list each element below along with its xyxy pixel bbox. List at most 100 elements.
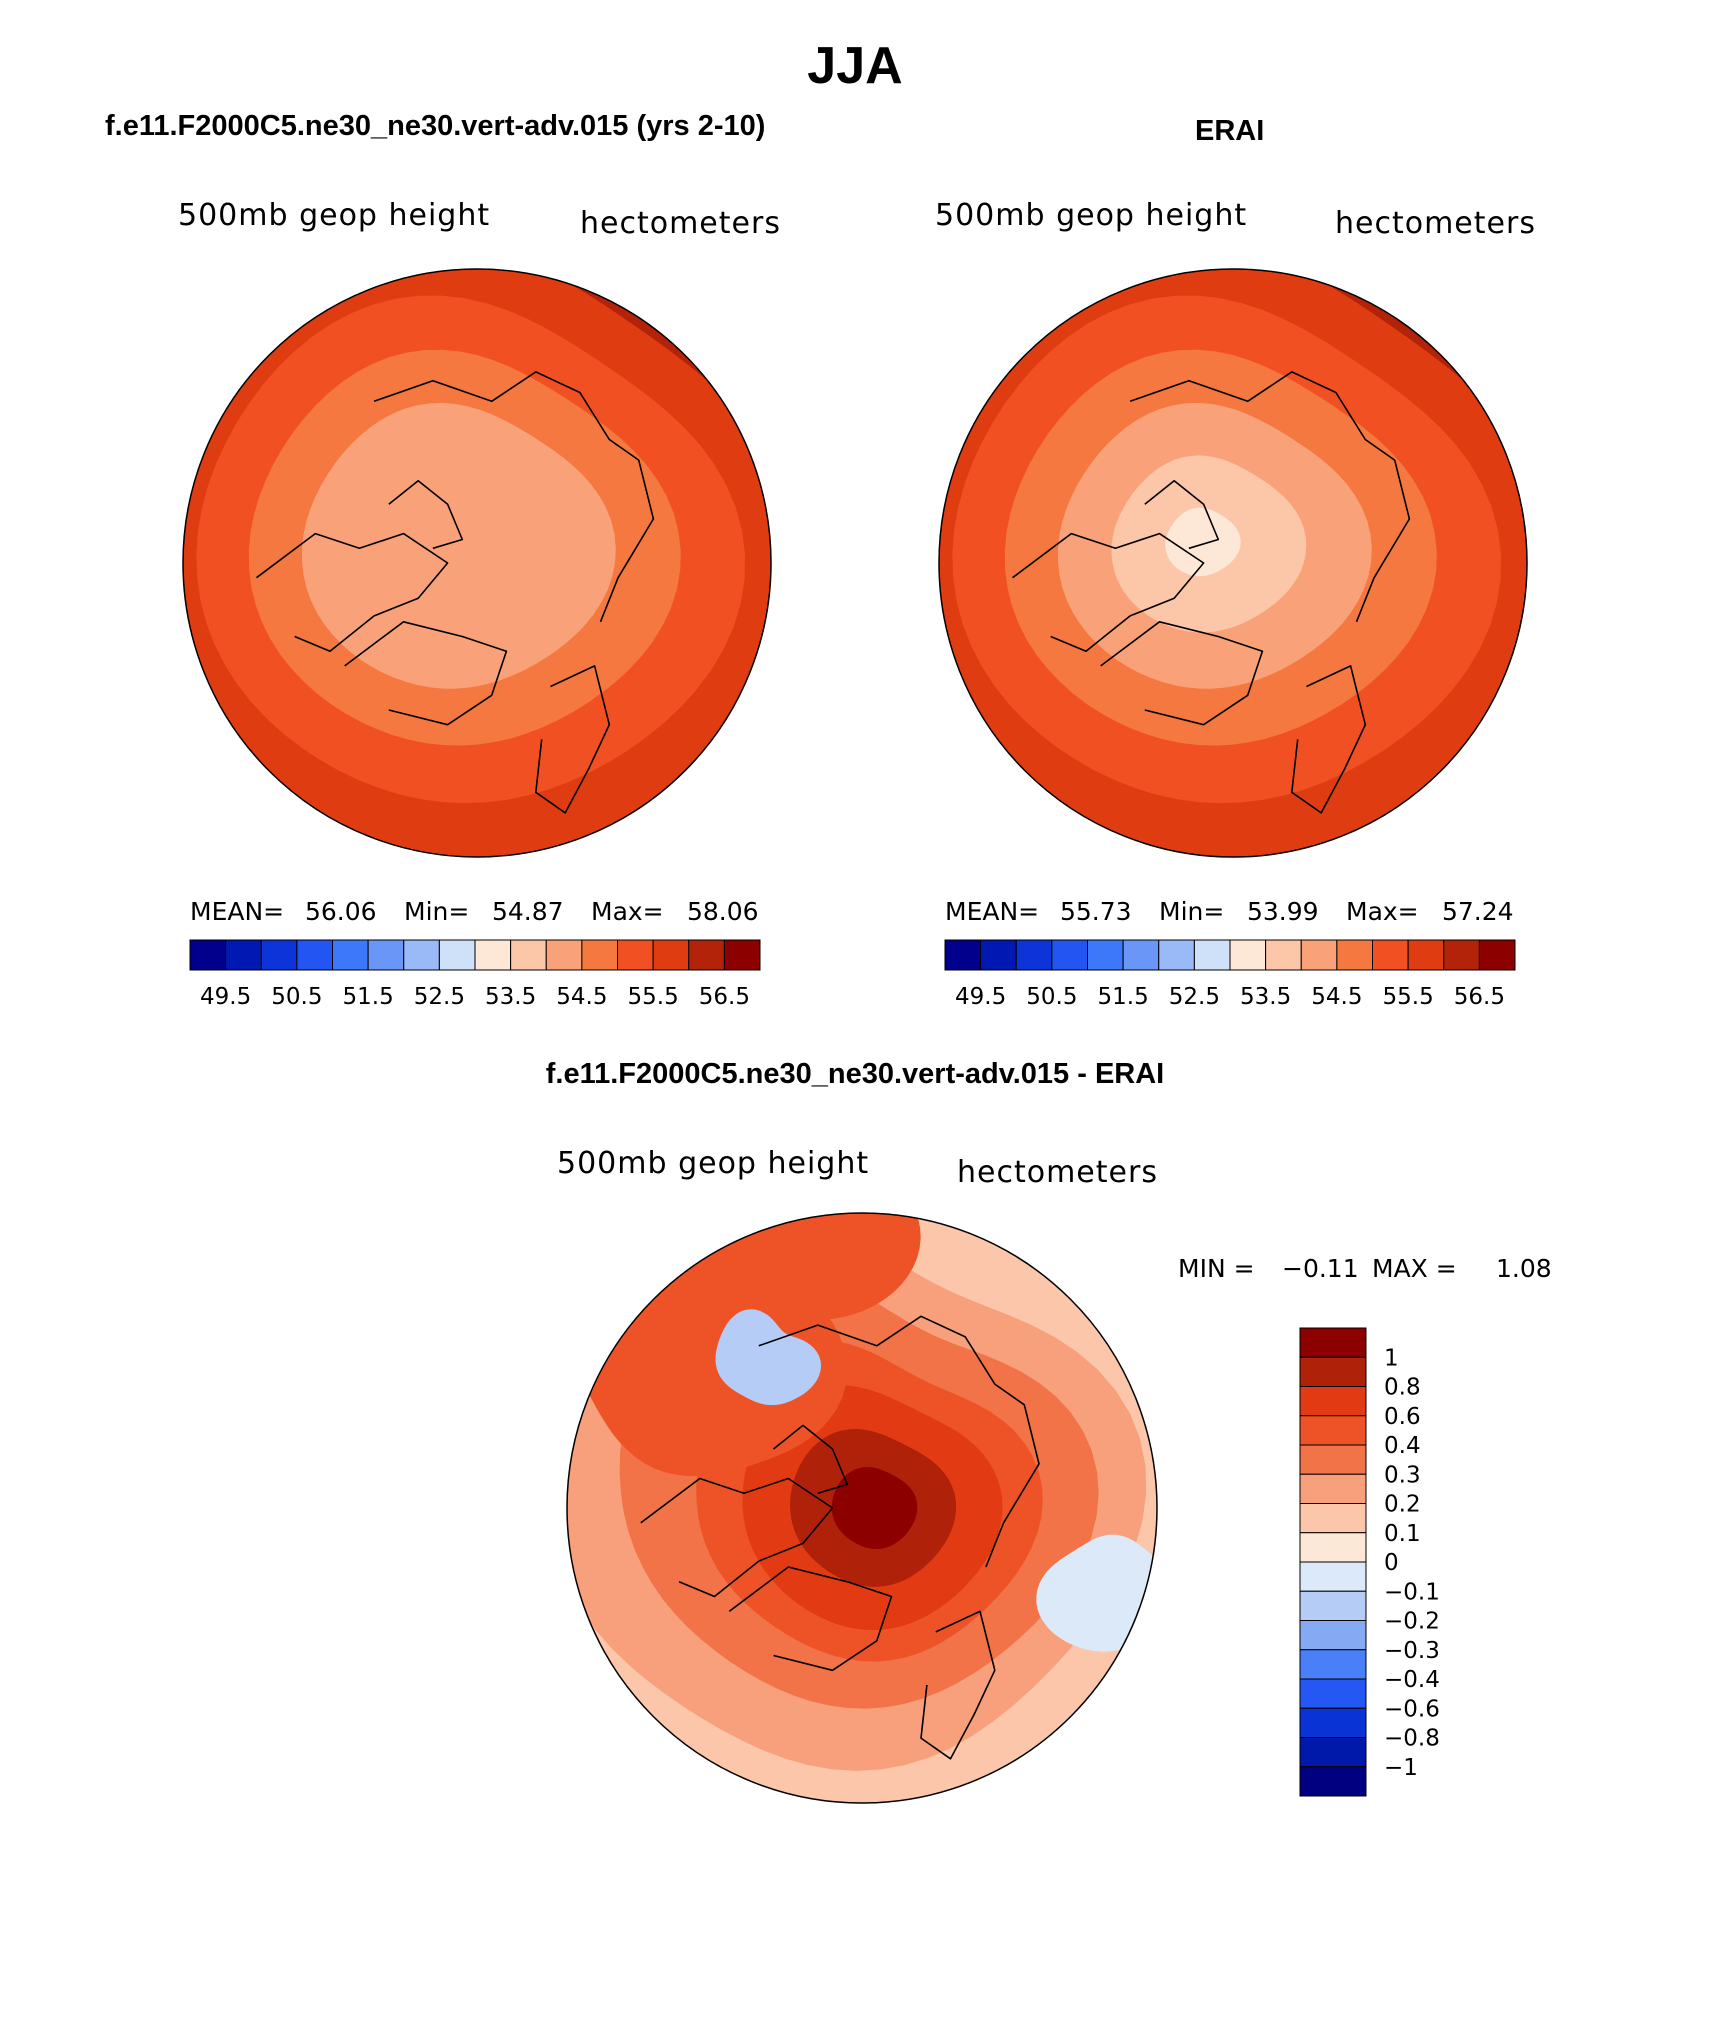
diff-cool-patch-1 [715, 1309, 822, 1406]
obs-colorbar-swatch-14 [1443, 939, 1480, 971]
obs-colorbar-swatch-13 [1407, 939, 1445, 971]
model-colorbar-tick-label-2: 51.5 [343, 984, 394, 1010]
diff-coastline-1 [640, 1477, 834, 1598]
obs-colorbar-swatch-10 [1300, 939, 1338, 971]
model-colorbar-swatch-4 [332, 939, 369, 971]
diff-colorbar-tick-label-3: 0.4 [1384, 1433, 1421, 1459]
model-panel-title: f.e11.F2000C5.ne30_ne30.vert-adv.015 (yr… [105, 110, 766, 142]
obs-colorbar-tick-label-7: 56.5 [1454, 984, 1505, 1010]
diff-colorbar-tick-label-10: −0.3 [1384, 1638, 1440, 1664]
obs-outline [938, 268, 1528, 858]
model-colorbar-swatch-14 [688, 939, 725, 971]
model-variable-label: 500mb geop height [178, 198, 491, 233]
model-colorbar-tick-label-1: 50.5 [271, 984, 322, 1010]
obs-colorbar-swatch-6 [1158, 939, 1195, 971]
page-title: JJA [807, 37, 903, 95]
obs-colorbar-swatch-4 [1087, 939, 1124, 971]
diff-colorbar-swatch-8 [1299, 1561, 1367, 1592]
obs-panel-title: ERAI [1195, 115, 1265, 147]
diff-colorbar-swatch-12 [1299, 1678, 1367, 1709]
diff-colorbar-tick-label-12: −0.6 [1384, 1696, 1440, 1722]
diff-max-value: 1.08 [1496, 1254, 1552, 1283]
obs-max-label: Max= [1346, 897, 1419, 926]
obs-coastline-4 [1144, 479, 1220, 550]
obs-min-label: Min= [1159, 897, 1225, 926]
model-colorbar-tick-label-7: 56.5 [699, 984, 750, 1010]
obs-mean-label: MEAN= [945, 897, 1040, 926]
obs-colorbar-swatch-12 [1372, 939, 1409, 971]
diff-max-label: MAX = [1372, 1254, 1457, 1283]
diff-colorbar-tick-label-14: −1 [1384, 1755, 1418, 1781]
obs-map [938, 268, 1528, 858]
obs-colorbar-tick-label-2: 51.5 [1098, 984, 1149, 1010]
diff-colorbar-tick-label-4: 0.3 [1384, 1462, 1421, 1488]
diff-panel-title: f.e11.F2000C5.ne30_ne30.vert-adv.015 - E… [545, 1058, 1165, 1090]
diff-coastline-4 [773, 1424, 849, 1495]
obs-coastline-3 [1291, 665, 1367, 814]
diff-colorbar-swatch-2 [1299, 1386, 1367, 1417]
obs-coastline-0 [1129, 371, 1411, 623]
obs-colorbar-swatch-5 [1122, 939, 1160, 971]
model-colorbar-swatch-6 [403, 939, 440, 971]
model-field [183, 269, 771, 857]
model-mean-value: 56.06 [305, 897, 377, 926]
obs-colorbar-swatch-3 [1051, 939, 1088, 971]
obs-colorbar-swatch-1 [980, 939, 1017, 971]
obs-contour-band-7 [1165, 507, 1241, 577]
diff-coastline-0 [758, 1315, 1040, 1568]
obs-colorbar-swatch-9 [1265, 939, 1302, 971]
diff-colorbar-swatch-5 [1299, 1473, 1367, 1504]
diff-outline [566, 1212, 1158, 1804]
diff-units-label: hectometers [957, 1155, 1158, 1190]
diff-colorbar-swatch-9 [1299, 1590, 1367, 1621]
obs-field [939, 269, 1527, 857]
model-colorbar-tick-label-4: 53.5 [485, 984, 536, 1010]
model-mean-label: MEAN= [190, 897, 285, 926]
model-coastline-3 [535, 665, 611, 814]
diff-coastline-2 [728, 1566, 893, 1672]
model-colorbar-swatch-13 [652, 939, 690, 971]
diff-colorbar-tick-label-11: −0.4 [1384, 1667, 1440, 1693]
diff-contour-band-5 [831, 1467, 918, 1549]
diff-colorbar-swatch-14 [1299, 1737, 1367, 1768]
diff-colorbar-tick-label-8: −0.1 [1384, 1579, 1440, 1605]
model-coastline-2 [344, 621, 508, 726]
diff-colorbar-swatch-13 [1299, 1707, 1367, 1738]
obs-colorbar-swatch-2 [1015, 939, 1053, 971]
model-units-label: hectometers [580, 206, 781, 241]
diff-colorbar-swatch-6 [1299, 1503, 1367, 1534]
diff-colorbar-tick-label-5: 0.2 [1384, 1492, 1421, 1518]
model-coastline-4 [388, 479, 464, 550]
model-colorbar-swatch-7 [438, 939, 476, 971]
diff-colorbar-swatch-4 [1299, 1444, 1367, 1475]
diff-colorbar-tick-label-7: 0 [1384, 1550, 1399, 1576]
obs-colorbar-tick-label-0: 49.5 [955, 984, 1006, 1010]
model-max-value: 58.06 [687, 897, 759, 926]
obs-max-value: 57.24 [1442, 897, 1514, 926]
diff-colorbar-swatch-10 [1299, 1620, 1367, 1651]
obs-min-value: 53.99 [1247, 897, 1319, 926]
diff-colorbar-tick-label-2: 0.6 [1384, 1404, 1421, 1430]
model-min-value: 54.87 [492, 897, 564, 926]
model-max-label: Max= [591, 897, 664, 926]
model-contour-band-5 [302, 402, 616, 689]
model-colorbar-tick-label-5: 54.5 [556, 984, 607, 1010]
diff-colorbar-swatch-0 [1299, 1327, 1367, 1358]
model-colorbar-swatch-2 [260, 939, 298, 971]
obs-variable-label: 500mb geop height [935, 198, 1248, 233]
obs-colorbar-tick-label-1: 50.5 [1026, 984, 1077, 1010]
model-colorbar-swatch-3 [296, 939, 333, 971]
model-colorbar-swatch-15 [723, 939, 761, 971]
model-colorbar-swatch-0 [189, 939, 227, 971]
model-colorbar-swatch-8 [474, 939, 512, 971]
obs-colorbar-swatch-8 [1229, 939, 1267, 971]
model-min-label: Min= [404, 897, 470, 926]
obs-colorbar-tick-label-3: 52.5 [1169, 984, 1220, 1010]
model-colorbar-swatch-10 [545, 939, 583, 971]
obs-coastline-2 [1100, 621, 1264, 726]
obs-colorbar-swatch-11 [1336, 939, 1373, 971]
obs-colorbar-swatch-7 [1193, 939, 1231, 971]
obs-units-label: hectometers [1335, 206, 1536, 241]
obs-colorbar-swatch-0 [944, 939, 982, 971]
